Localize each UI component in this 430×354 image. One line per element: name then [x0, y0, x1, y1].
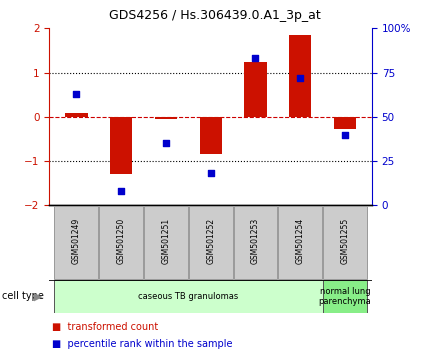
Bar: [278, 206, 322, 279]
Bar: [322, 280, 368, 313]
Point: [252, 56, 259, 61]
Text: GSM501255: GSM501255: [341, 218, 350, 264]
Point: [341, 132, 348, 137]
Bar: [144, 206, 188, 279]
Bar: [200, 117, 222, 154]
Text: ■  percentile rank within the sample: ■ percentile rank within the sample: [52, 339, 232, 349]
Point: [207, 171, 214, 176]
Text: GSM501250: GSM501250: [117, 218, 126, 264]
Text: GSM501251: GSM501251: [161, 218, 170, 264]
Bar: [244, 62, 267, 117]
Bar: [99, 206, 143, 279]
Text: GSM501252: GSM501252: [206, 218, 215, 264]
Bar: [54, 206, 98, 279]
Bar: [155, 117, 177, 119]
Bar: [334, 117, 356, 129]
Point: [73, 91, 80, 97]
Text: GSM501254: GSM501254: [296, 218, 305, 264]
Bar: [233, 206, 277, 279]
Text: GDS4256 / Hs.306439.0.A1_3p_at: GDS4256 / Hs.306439.0.A1_3p_at: [109, 9, 321, 22]
Bar: [289, 35, 311, 117]
Text: normal lung
parenchyma: normal lung parenchyma: [319, 287, 372, 306]
Text: GSM501249: GSM501249: [72, 218, 81, 264]
Text: cell type: cell type: [2, 291, 44, 302]
Text: ▶: ▶: [34, 291, 43, 302]
Bar: [323, 206, 367, 279]
Point: [163, 141, 169, 146]
Text: ■  transformed count: ■ transformed count: [52, 322, 158, 332]
Text: caseous TB granulomas: caseous TB granulomas: [138, 292, 238, 301]
Bar: [65, 113, 88, 117]
Point: [297, 75, 304, 81]
Point: [118, 188, 125, 194]
Bar: [189, 206, 233, 279]
Bar: [54, 280, 322, 313]
Text: GSM501253: GSM501253: [251, 218, 260, 264]
Bar: [110, 117, 132, 175]
